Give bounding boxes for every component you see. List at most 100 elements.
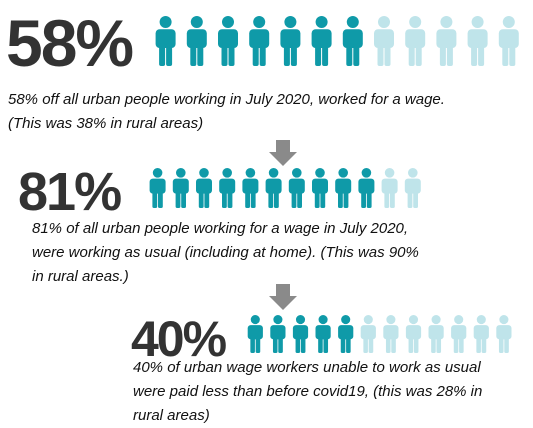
icon-leg — [272, 335, 278, 353]
icon-leg — [221, 43, 228, 66]
icon-leg — [408, 43, 415, 66]
icon-leg — [259, 43, 266, 66]
icon-leg — [361, 190, 366, 208]
icon-leg — [278, 335, 283, 353]
icon-head — [471, 16, 484, 28]
icon-head — [295, 315, 306, 325]
icon-body — [428, 325, 444, 340]
icon-leg — [190, 43, 197, 66]
icon-body — [451, 325, 467, 340]
icon-leg — [413, 190, 418, 208]
icon-leg — [159, 43, 166, 66]
icon-leg — [152, 190, 158, 208]
caption-line: (This was 38% in rural areas) — [8, 115, 203, 132]
icon-leg — [268, 190, 274, 208]
icon-leg — [300, 335, 306, 353]
icon-head — [253, 16, 266, 28]
icon-leg — [431, 335, 436, 353]
person-icon — [172, 168, 189, 208]
person-icon — [315, 315, 331, 353]
icon-head — [476, 315, 486, 325]
icon-leg — [166, 43, 173, 66]
icon-head — [292, 168, 302, 178]
icon-leg — [391, 335, 396, 353]
icon-body — [149, 178, 166, 194]
icon-head — [440, 16, 453, 28]
person-icon — [338, 315, 354, 353]
icon-leg — [478, 43, 485, 66]
icon-leg — [250, 190, 256, 208]
icon-body — [218, 29, 238, 48]
icon-head — [152, 168, 163, 178]
icon-leg — [320, 190, 326, 208]
icon-leg — [415, 43, 422, 66]
icon-leg — [453, 335, 459, 353]
person-icon — [242, 168, 259, 208]
caption-line: 40% of urban wage workers unable to work… — [133, 359, 481, 376]
icon-head — [273, 315, 283, 325]
icon-body — [315, 325, 331, 340]
icon-leg — [343, 190, 349, 208]
icon-head — [499, 315, 509, 325]
caption-line: rural areas) — [133, 407, 210, 424]
person-icon — [249, 16, 270, 66]
person-icon — [383, 315, 399, 353]
icon-head — [318, 315, 328, 325]
person-icon — [404, 168, 421, 208]
icon-body — [196, 178, 212, 194]
icon-leg — [408, 335, 414, 353]
icon-leg — [346, 335, 351, 353]
icon-leg — [439, 43, 446, 66]
person-icon — [436, 16, 457, 66]
person-icon — [218, 16, 238, 66]
icon-head — [315, 168, 325, 178]
icon-leg — [315, 43, 322, 66]
icon-body — [242, 178, 259, 194]
icon-body — [498, 29, 519, 48]
icon-head — [284, 16, 297, 28]
icon-head — [378, 16, 390, 28]
icon-body — [312, 178, 328, 194]
icon-body — [292, 325, 309, 340]
icon-body — [249, 29, 270, 48]
icon-body — [405, 325, 422, 340]
icon-leg — [346, 43, 353, 66]
icon-leg — [250, 335, 255, 353]
icon-leg — [384, 190, 390, 208]
icon-leg — [481, 335, 487, 353]
icon-leg — [204, 190, 210, 208]
icon-head — [409, 16, 422, 28]
icon-leg — [283, 43, 290, 66]
caption-line: in rural areas.) — [32, 268, 129, 285]
icon-head — [363, 315, 373, 325]
icon-body — [342, 29, 363, 48]
icon-leg — [245, 190, 250, 208]
icon-leg — [446, 43, 453, 66]
icon-body — [496, 325, 512, 340]
icon-body — [473, 325, 489, 340]
icon-leg — [498, 335, 504, 353]
icon-leg — [323, 335, 329, 353]
icon-head — [222, 168, 232, 178]
icon-body — [265, 178, 282, 194]
icon-body — [374, 29, 394, 48]
icon-head — [341, 315, 351, 325]
icon-leg — [390, 190, 395, 208]
person-icon — [473, 315, 489, 353]
icon-head — [159, 16, 172, 28]
icon-head — [361, 168, 372, 178]
icon-head — [502, 16, 515, 28]
icon-body — [270, 325, 286, 340]
person-icon — [280, 16, 301, 66]
icon-leg — [274, 190, 279, 208]
person-icon — [312, 168, 328, 208]
person-icon — [498, 16, 519, 66]
icon-leg — [295, 335, 301, 353]
icon-head — [250, 315, 260, 325]
icon-leg — [255, 335, 261, 353]
icon-leg — [322, 43, 329, 66]
icon-leg — [227, 190, 233, 208]
person-icon — [374, 16, 394, 66]
person-icon — [311, 16, 332, 66]
